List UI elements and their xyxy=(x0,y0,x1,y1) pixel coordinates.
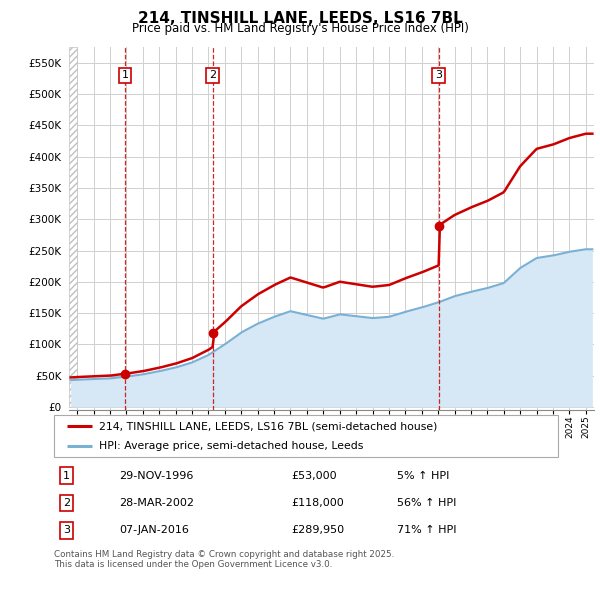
Text: 2: 2 xyxy=(63,498,70,508)
Text: £289,950: £289,950 xyxy=(291,525,344,535)
Text: 2: 2 xyxy=(209,70,216,80)
Polygon shape xyxy=(69,47,77,407)
Text: Contains HM Land Registry data © Crown copyright and database right 2025.
This d: Contains HM Land Registry data © Crown c… xyxy=(54,550,394,569)
Text: 56% ↑ HPI: 56% ↑ HPI xyxy=(397,498,456,508)
Text: 214, TINSHILL LANE, LEEDS, LS16 7BL (semi-detached house): 214, TINSHILL LANE, LEEDS, LS16 7BL (sem… xyxy=(100,421,438,431)
Text: Price paid vs. HM Land Registry's House Price Index (HPI): Price paid vs. HM Land Registry's House … xyxy=(131,22,469,35)
Text: 1: 1 xyxy=(63,471,70,481)
Text: 28-MAR-2002: 28-MAR-2002 xyxy=(119,498,194,508)
Text: 29-NOV-1996: 29-NOV-1996 xyxy=(119,471,194,481)
FancyBboxPatch shape xyxy=(54,415,558,457)
Text: HPI: Average price, semi-detached house, Leeds: HPI: Average price, semi-detached house,… xyxy=(100,441,364,451)
Text: 3: 3 xyxy=(435,70,442,80)
Text: 1: 1 xyxy=(122,70,128,80)
Text: £118,000: £118,000 xyxy=(291,498,344,508)
Text: £53,000: £53,000 xyxy=(291,471,337,481)
Text: 71% ↑ HPI: 71% ↑ HPI xyxy=(397,525,456,535)
Text: 3: 3 xyxy=(63,525,70,535)
Text: 214, TINSHILL LANE, LEEDS, LS16 7BL: 214, TINSHILL LANE, LEEDS, LS16 7BL xyxy=(137,11,463,25)
Text: 07-JAN-2016: 07-JAN-2016 xyxy=(119,525,190,535)
Text: 5% ↑ HPI: 5% ↑ HPI xyxy=(397,471,449,481)
